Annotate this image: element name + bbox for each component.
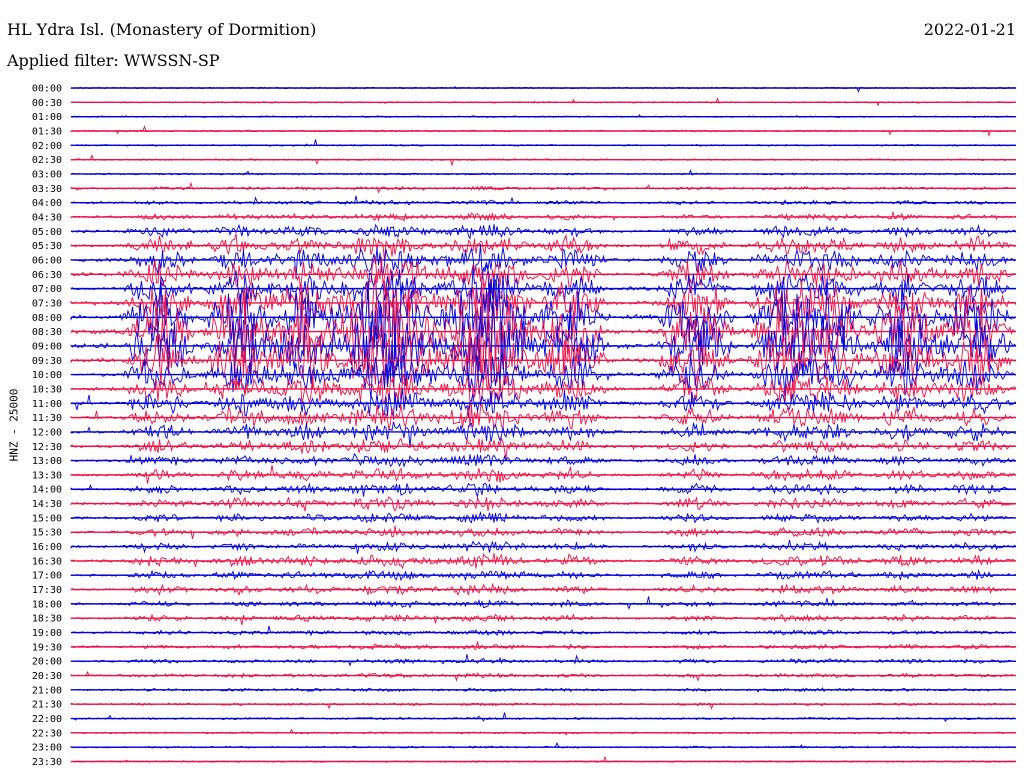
tick-label: 19:30	[32, 642, 62, 653]
trace-line-1000	[70, 352, 1017, 399]
tick-label: 03:30	[32, 184, 62, 195]
tick-label: 10:00	[32, 370, 62, 381]
tick-label: 01:00	[32, 112, 62, 123]
tick-label: 08:30	[32, 327, 62, 338]
trace-line-0400	[70, 195, 1017, 206]
trace-line-1900	[70, 625, 1017, 637]
tick-label: 01:30	[32, 126, 62, 137]
trace-line-1130	[70, 403, 1017, 430]
trace-line-1800	[70, 596, 1017, 610]
tick-label: 02:30	[32, 155, 62, 166]
tick-label: 13:00	[32, 456, 62, 467]
trace-line-0700	[70, 263, 1017, 312]
trace-line-0830	[70, 286, 1017, 378]
tick-label: 02:00	[32, 141, 62, 152]
tick-label: 23:00	[32, 743, 62, 754]
tick-label: 00:00	[32, 84, 62, 95]
tick-label: 19:00	[32, 628, 62, 639]
record-date: 2022-01-21	[923, 20, 1016, 39]
tick-label: 11:30	[32, 413, 62, 424]
tick-label: 09:30	[32, 356, 62, 367]
tick-label: 04:00	[32, 198, 62, 209]
tick-label: 22:00	[32, 714, 62, 725]
tick-label: 07:30	[32, 298, 62, 309]
trace-line-1200	[70, 421, 1017, 448]
trace-line-1930	[70, 641, 1017, 651]
tick-label: 04:30	[32, 212, 62, 223]
tick-label: 07:00	[32, 284, 62, 295]
tick-label: 20:00	[32, 657, 62, 668]
tick-label: 21:00	[32, 685, 62, 696]
tick-label: 22:30	[32, 728, 62, 739]
tick-label: 09:00	[32, 341, 62, 352]
tick-label: 03:00	[32, 169, 62, 180]
tick-label: 05:30	[32, 241, 62, 252]
tick-label: 12:30	[32, 442, 62, 453]
tick-label: 05:00	[32, 227, 62, 238]
tick-label: 18:00	[32, 599, 62, 610]
tick-label: 16:00	[32, 542, 62, 553]
tick-label: 23:30	[32, 757, 62, 768]
station-title: HL Ydra Isl. (Monastery of Dormition)	[7, 20, 317, 39]
tick-label: 20:30	[32, 671, 62, 682]
tick-label: 18:30	[32, 614, 62, 625]
tick-label: 15:30	[32, 528, 62, 539]
time-tick-labels: 00:00 00:30 01:00 01:30 02:00 02:30 03:00 03:30…	[32, 84, 62, 769]
tick-label: 10:30	[32, 384, 62, 395]
tick-label: 17:30	[32, 585, 62, 596]
tick-label: 08:00	[32, 313, 62, 324]
tick-label: 12:00	[32, 427, 62, 438]
trace-group	[70, 86, 1017, 763]
trace-line-1500	[70, 510, 1017, 524]
tick-label: 14:30	[32, 499, 62, 510]
tick-label: 21:30	[32, 700, 62, 711]
tick-label: 06:30	[32, 270, 62, 281]
trace-line-0430	[70, 211, 1017, 223]
trace-line-0500	[70, 223, 1017, 240]
trace-line-0930	[70, 322, 1017, 391]
trace-line-2000	[70, 654, 1017, 667]
tick-label: 16:30	[32, 556, 62, 567]
trace-line-1230	[70, 436, 1017, 460]
tick-label: 11:00	[32, 399, 62, 410]
trace-line-1100	[70, 387, 1017, 419]
tick-label: 15:00	[32, 513, 62, 524]
trace-line-1030	[70, 372, 1017, 409]
filter-label: Applied filter: WWSSN-SP	[7, 51, 220, 70]
trace-line-0530	[70, 233, 1017, 262]
trace-line-1400	[70, 482, 1017, 499]
tick-label: 06:00	[32, 255, 62, 266]
tick-label: 17:00	[32, 571, 62, 582]
trace-line-1830	[70, 613, 1017, 626]
tick-label: 13:30	[32, 470, 62, 481]
tick-label: 14:00	[32, 485, 62, 496]
trace-line-0800	[70, 278, 1017, 360]
tick-label: 00:30	[32, 98, 62, 109]
trace-line-2200	[70, 712, 1017, 722]
